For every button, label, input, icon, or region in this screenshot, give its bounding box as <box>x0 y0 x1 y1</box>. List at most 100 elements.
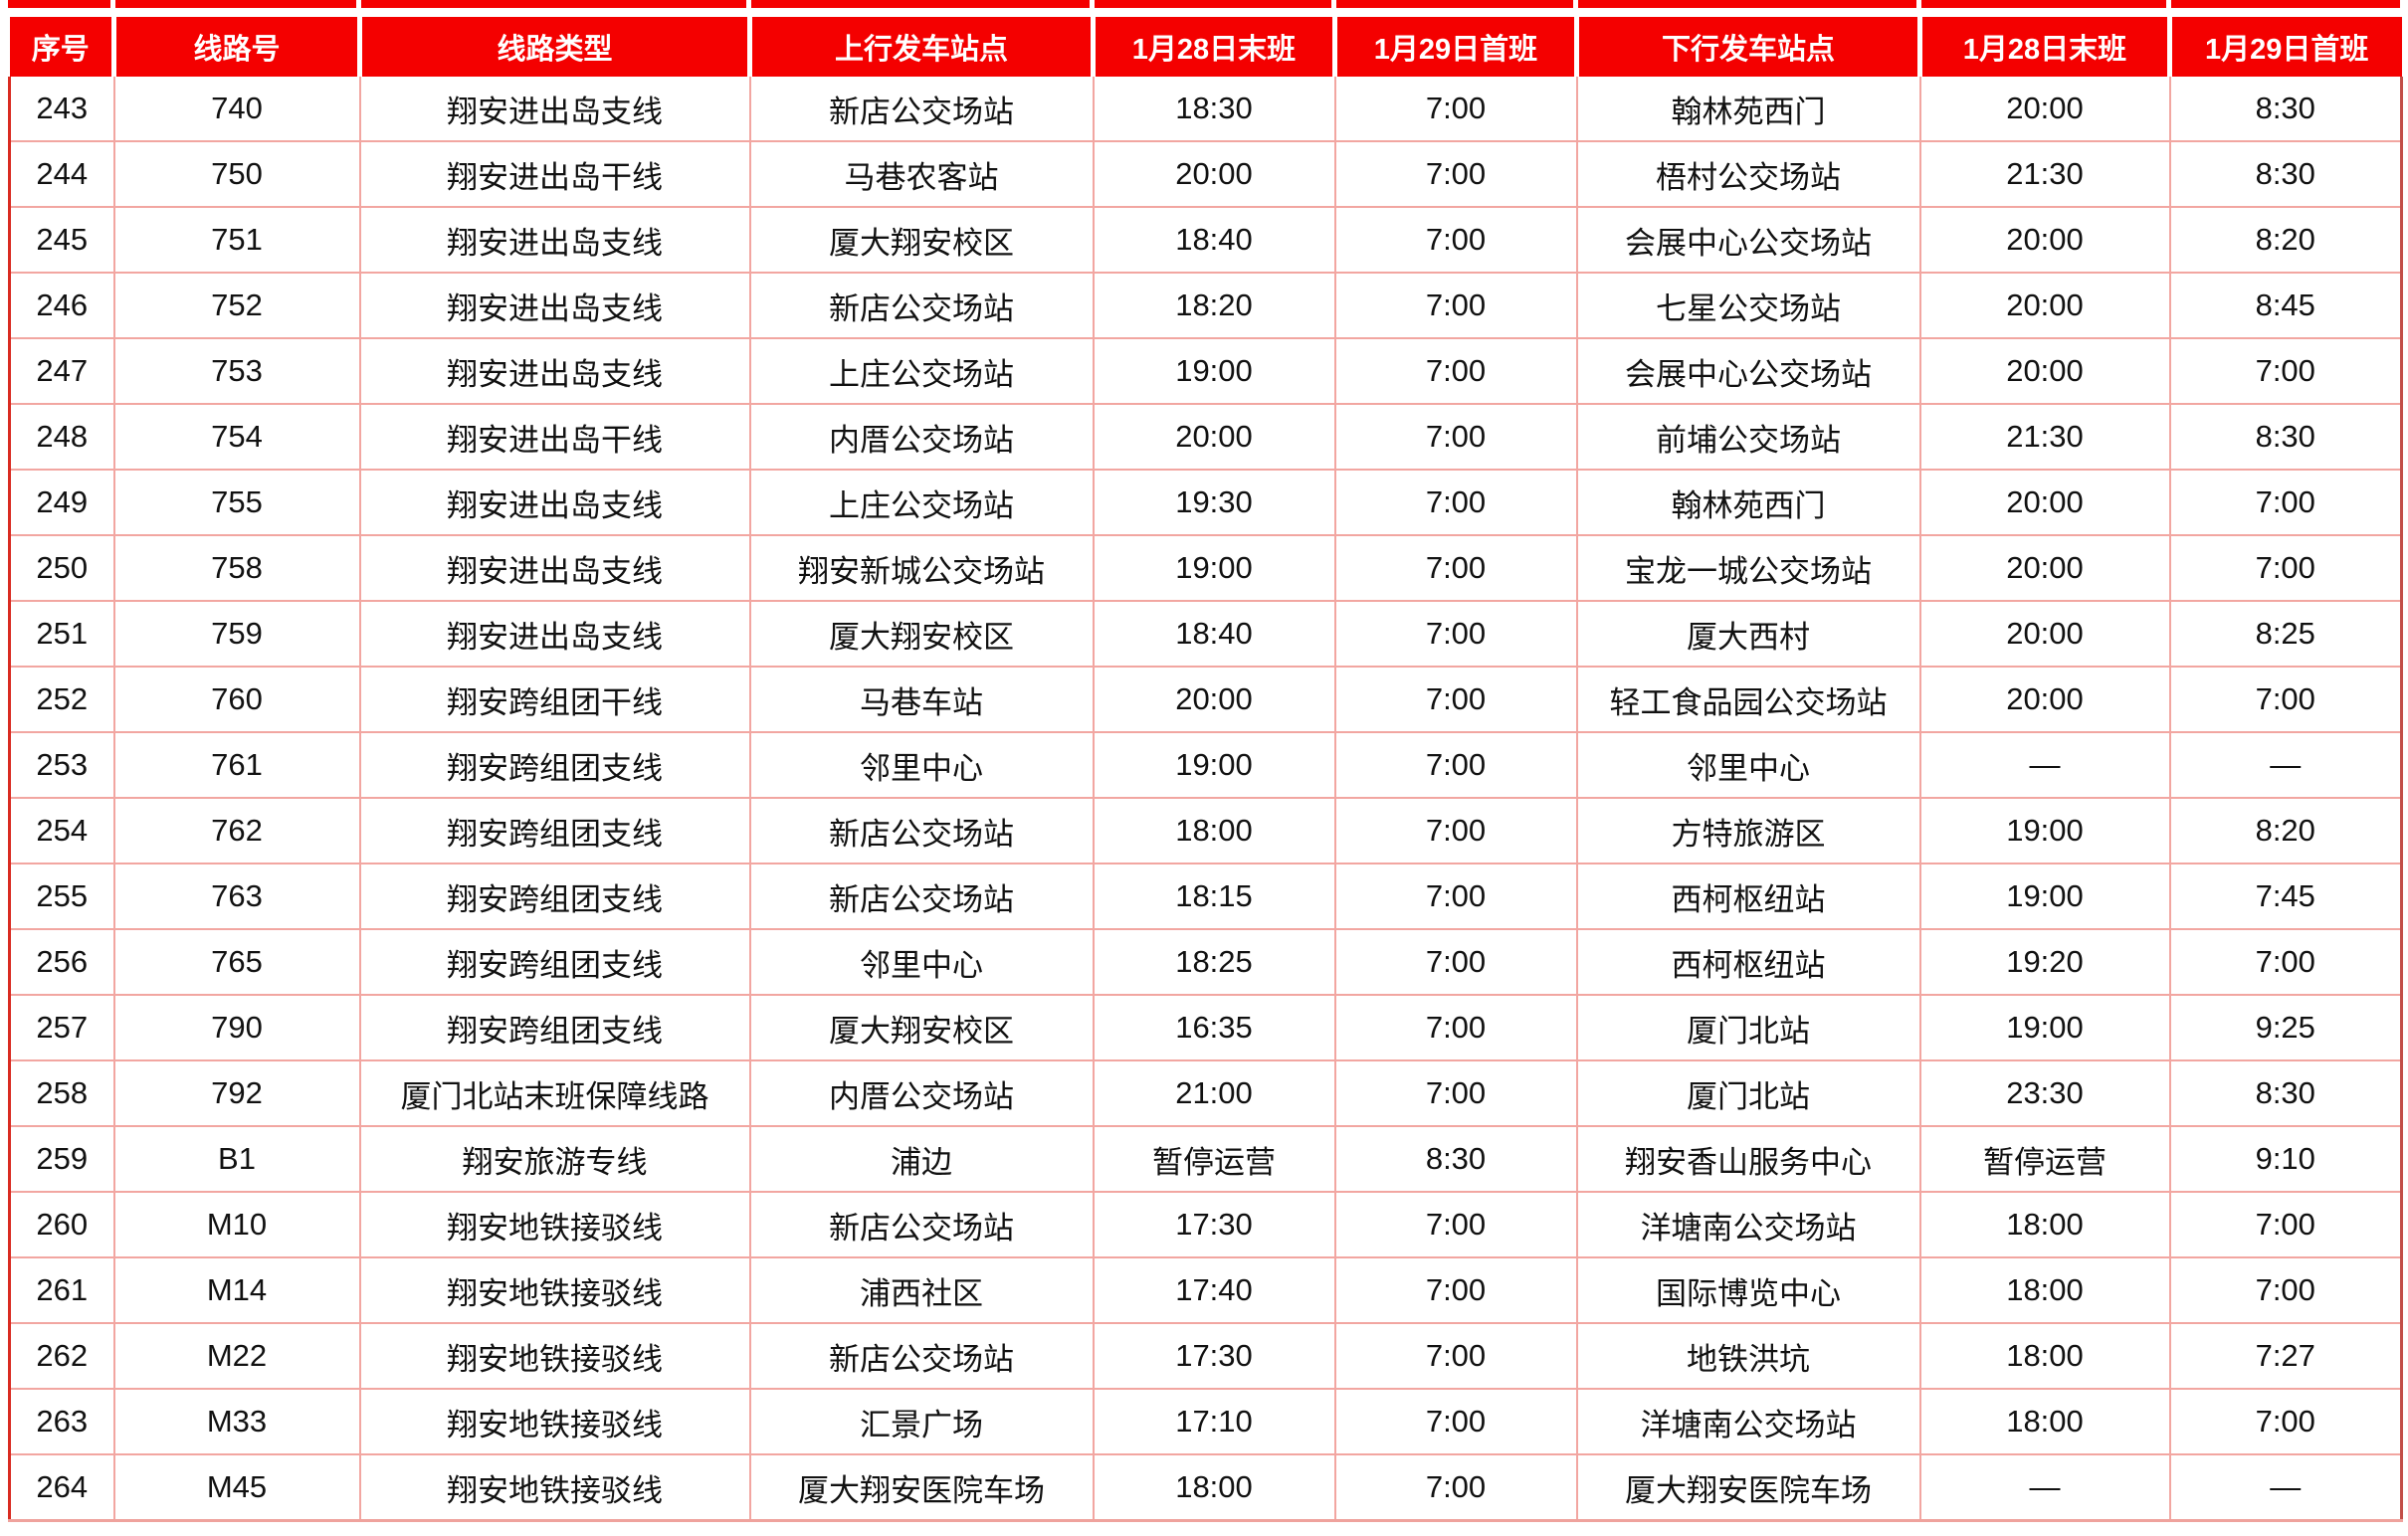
cell-down-departure-station: 会展中心公交场站 <box>1575 206 1921 274</box>
cell-index: 246 <box>8 272 115 339</box>
cell-route-number: M10 <box>112 1191 361 1258</box>
cell-jan28-last-bus-up: 17:30 <box>1092 1322 1336 1390</box>
cell-route-type: 翔安进出岛干线 <box>358 403 751 471</box>
cell-route-number: 763 <box>112 863 361 930</box>
cell-jan28-last-bus-down: 18:00 <box>1918 1388 2171 1455</box>
strip-segment <box>745 0 1095 8</box>
cell-jan28-last-bus-down: 18:00 <box>1918 1191 2171 1258</box>
table-row: 254 762 翔安跨组团支线 新店公交场站 18:00 7:00 方特旅游区 … <box>8 797 2403 864</box>
cell-jan28-last-bus-down: 19:20 <box>1918 928 2171 996</box>
strip-segment <box>355 0 751 8</box>
cell-jan28-last-bus-up: 20:00 <box>1092 403 1336 471</box>
strip-segment <box>2165 0 2400 8</box>
cell-route-type: 翔安跨组团支线 <box>358 797 751 864</box>
cell-route-type: 翔安地铁接驳线 <box>358 1453 751 1522</box>
cell-route-number: 762 <box>112 797 361 864</box>
cell-jan28-last-bus-up: 19:30 <box>1092 469 1336 536</box>
cell-down-departure-station: 地铁洪坑 <box>1575 1322 1921 1390</box>
table-row: 258 792 厦门北站末班保障线路 内厝公交场站 21:00 7:00 厦门北… <box>8 1059 2403 1127</box>
cell-jan29-first-bus-down: 7:00 <box>2168 1388 2403 1455</box>
table-row: 250 758 翔安进出岛支线 翔安新城公交场站 19:00 7:00 宝龙一城… <box>8 534 2403 602</box>
table-row: 247 753 翔安进出岛支线 上庄公交场站 19:00 7:00 会展中心公交… <box>8 337 2403 405</box>
cell-jan28-last-bus-up: 17:10 <box>1092 1388 1336 1455</box>
cell-index: 258 <box>8 1059 115 1127</box>
cell-index: 245 <box>8 206 115 274</box>
cell-jan29-first-bus-up: 7:00 <box>1333 994 1578 1061</box>
cell-down-departure-station: 西柯枢纽站 <box>1575 863 1921 930</box>
table-row: 263 M33 翔安地铁接驳线 汇景广场 17:10 7:00 洋塘南公交场站 … <box>8 1388 2403 1455</box>
cell-down-departure-station: 翰林苑西门 <box>1575 77 1921 142</box>
table-header: 序号 线路号 线路类型 上行发车站点 1月28日末班 1月29日首班 下行发车站… <box>9 17 2402 77</box>
cell-jan28-last-bus-down: 20:00 <box>1918 337 2171 405</box>
cell-jan29-first-bus-up: 7:00 <box>1333 272 1578 339</box>
cell-jan29-first-bus-up: 7:00 <box>1333 534 1578 602</box>
table-row: 252 760 翔安跨组团干线 马巷车站 20:00 7:00 轻工食品园公交场… <box>8 666 2403 733</box>
cell-up-departure-station: 新店公交场站 <box>748 1191 1095 1258</box>
cell-jan29-first-bus-down: 9:10 <box>2168 1125 2403 1193</box>
table-row: 248 754 翔安进出岛干线 内厝公交场站 20:00 7:00 前埔公交场站… <box>8 403 2403 471</box>
strip-segment <box>1572 0 1921 8</box>
cell-index: 243 <box>8 77 115 142</box>
cell-route-number: 753 <box>112 337 361 405</box>
cell-down-departure-station: 国际博览中心 <box>1575 1256 1921 1324</box>
cell-route-number: 761 <box>112 731 361 799</box>
cell-jan28-last-bus-down: 23:30 <box>1918 1059 2171 1127</box>
col-header-jan28-last-bus-up: 1月28日末班 <box>1091 17 1337 77</box>
col-header-route-number: 线路号 <box>111 17 362 77</box>
cell-jan29-first-bus-up: 8:30 <box>1333 1125 1578 1193</box>
strip-segment <box>1089 0 1336 8</box>
table-row: 257 790 翔安跨组团支线 厦大翔安校区 16:35 7:00 厦门北站 1… <box>8 994 2403 1061</box>
cell-up-departure-station: 内厝公交场站 <box>748 1059 1095 1127</box>
cell-route-type: 翔安跨组团支线 <box>358 731 751 799</box>
cell-index: 247 <box>8 337 115 405</box>
cell-index: 257 <box>8 994 115 1061</box>
cell-index: 252 <box>8 666 115 733</box>
table-row: 262 M22 翔安地铁接驳线 新店公交场站 17:30 7:00 地铁洪坑 1… <box>8 1322 2403 1390</box>
cell-down-departure-station: 翔安香山服务中心 <box>1575 1125 1921 1193</box>
cell-jan29-first-bus-down: 8:30 <box>2168 403 2403 471</box>
cell-jan29-first-bus-down: 9:25 <box>2168 994 2403 1061</box>
cell-route-number: 750 <box>112 140 361 208</box>
cell-down-departure-station: 宝龙一城公交场站 <box>1575 534 1921 602</box>
cell-jan29-first-bus-up: 7:00 <box>1333 863 1578 930</box>
cell-up-departure-station: 上庄公交场站 <box>748 469 1095 536</box>
cell-route-type: 翔安进出岛干线 <box>358 140 751 208</box>
cell-route-type: 翔安地铁接驳线 <box>358 1388 751 1455</box>
cell-index: 263 <box>8 1388 115 1455</box>
table-row: 260 M10 翔安地铁接驳线 新店公交场站 17:30 7:00 洋塘南公交场… <box>8 1191 2403 1258</box>
table-body: 243 740 翔安进出岛支线 新店公交场站 18:30 7:00 翰林苑西门 … <box>8 77 2403 1522</box>
cell-route-number: 760 <box>112 666 361 733</box>
cell-route-number: M14 <box>112 1256 361 1324</box>
cell-jan28-last-bus-up: 18:00 <box>1092 1453 1336 1522</box>
cell-down-departure-station: 厦门北站 <box>1575 1059 1921 1127</box>
cell-up-departure-station: 内厝公交场站 <box>748 403 1095 471</box>
cell-up-departure-station: 翔安新城公交场站 <box>748 534 1095 602</box>
cell-jan29-first-bus-down: 8:30 <box>2168 140 2403 208</box>
bus-schedule-table: 序号 线路号 线路类型 上行发车站点 1月28日末班 1月29日首班 下行发车站… <box>8 17 2403 1522</box>
cell-index: 251 <box>8 600 115 668</box>
cell-jan28-last-bus-down: 18:00 <box>1918 1322 2171 1390</box>
cell-up-departure-station: 新店公交场站 <box>748 797 1095 864</box>
cell-jan29-first-bus-down: — <box>2168 731 2403 799</box>
cell-index: 244 <box>8 140 115 208</box>
cell-down-departure-station: 翰林苑西门 <box>1575 469 1921 536</box>
cell-jan28-last-bus-up: 20:00 <box>1092 140 1336 208</box>
strip-segment <box>1915 0 2171 8</box>
cell-jan28-last-bus-up: 16:35 <box>1092 994 1336 1061</box>
cell-jan29-first-bus-down: 8:20 <box>2168 206 2403 274</box>
cell-route-number: 755 <box>112 469 361 536</box>
cell-jan29-first-bus-down: 8:30 <box>2168 1059 2403 1127</box>
cell-jan29-first-bus-up: 7:00 <box>1333 403 1578 471</box>
strip-segment <box>1330 0 1578 8</box>
cell-jan28-last-bus-up: 19:00 <box>1092 337 1336 405</box>
table-row: 244 750 翔安进出岛干线 马巷农客站 20:00 7:00 梧村公交场站 … <box>8 140 2403 208</box>
cell-jan28-last-bus-down: 20:00 <box>1918 206 2171 274</box>
cell-jan29-first-bus-up: 7:00 <box>1333 1388 1578 1455</box>
cell-up-departure-station: 马巷农客站 <box>748 140 1095 208</box>
cell-jan28-last-bus-up: 18:15 <box>1092 863 1336 930</box>
cell-jan29-first-bus-down: 7:00 <box>2168 534 2403 602</box>
cell-index: 261 <box>8 1256 115 1324</box>
cell-up-departure-station: 厦大翔安校区 <box>748 206 1095 274</box>
